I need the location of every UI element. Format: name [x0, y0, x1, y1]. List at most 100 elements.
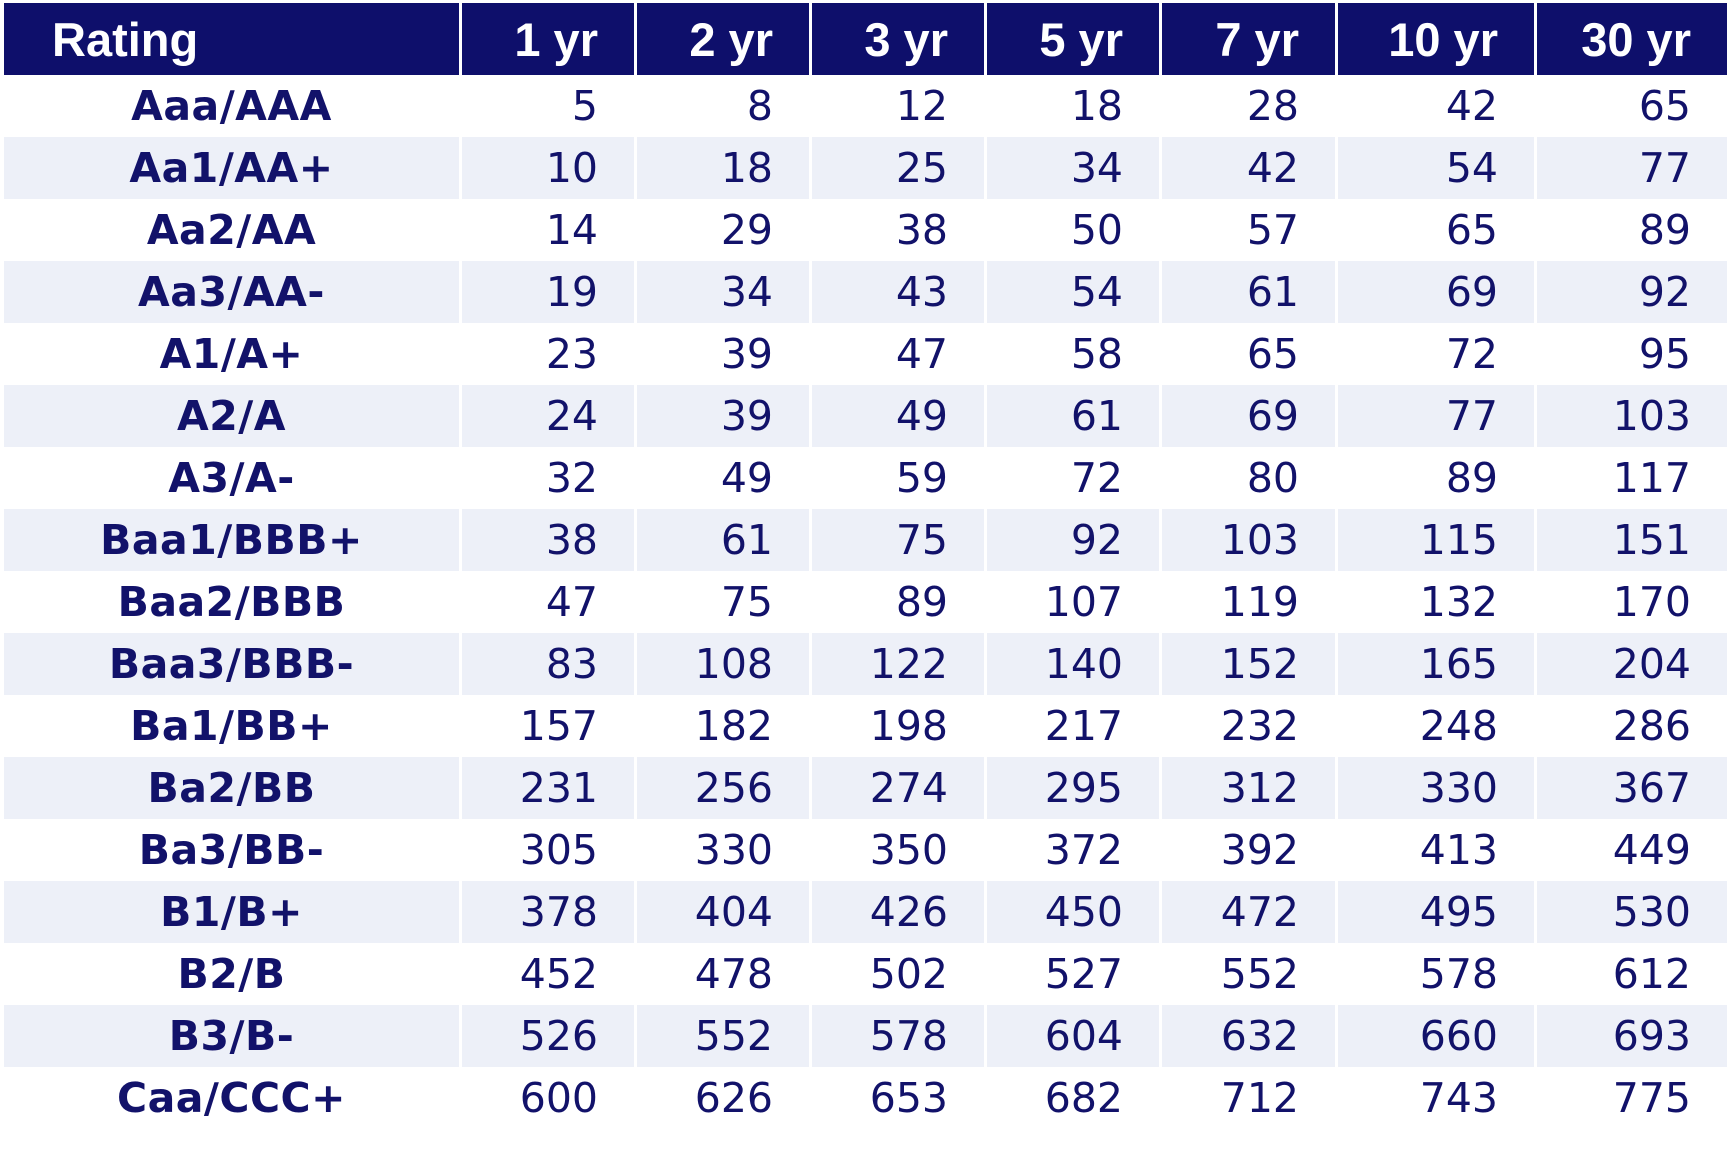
spread-value-cell: 61 [987, 385, 1162, 447]
spread-value-cell: 604 [987, 1005, 1162, 1067]
spread-value-cell: 392 [1162, 819, 1338, 881]
spread-value-cell: 80 [1162, 447, 1338, 509]
spread-value-cell: 32 [462, 447, 637, 509]
table-row: A3/A- 32 49 59 72 80 89 117 [4, 447, 1727, 509]
spread-value-cell: 248 [1338, 695, 1537, 757]
spread-value-cell: 72 [987, 447, 1162, 509]
rating-cell: B1/B+ [4, 881, 462, 943]
rating-cell: Aaa/AAA [4, 75, 462, 137]
spread-value-cell: 47 [462, 571, 637, 633]
rating-cell: Baa2/BBB [4, 571, 462, 633]
spread-value-cell: 75 [637, 571, 812, 633]
spread-value-cell: 61 [637, 509, 812, 571]
column-header-10yr: 10 yr [1338, 3, 1537, 75]
spread-value-cell: 449 [1537, 819, 1727, 881]
spread-value-cell: 39 [637, 323, 812, 385]
rating-cell: Aa3/AA- [4, 261, 462, 323]
spread-value-cell: 103 [1162, 509, 1338, 571]
table-row: Ba2/BB 231 256 274 295 312 330 367 [4, 757, 1727, 819]
table-row: Aa1/AA+ 10 18 25 34 42 54 77 [4, 137, 1727, 199]
table-row: Ba1/BB+ 157 182 198 217 232 248 286 [4, 695, 1727, 757]
spread-value-cell: 54 [987, 261, 1162, 323]
table-row: Aaa/AAA 5 8 12 18 28 42 65 [4, 75, 1727, 137]
spread-value-cell: 552 [1162, 943, 1338, 1005]
spread-value-cell: 312 [1162, 757, 1338, 819]
spread-value-cell: 34 [987, 137, 1162, 199]
spread-value-cell: 8 [637, 75, 812, 137]
spread-value-cell: 404 [637, 881, 812, 943]
spread-value-cell: 256 [637, 757, 812, 819]
spread-value-cell: 115 [1338, 509, 1537, 571]
spread-value-cell: 140 [987, 633, 1162, 695]
rating-cell: B2/B [4, 943, 462, 1005]
spread-value-cell: 502 [812, 943, 987, 1005]
spread-value-cell: 39 [637, 385, 812, 447]
spread-value-cell: 61 [1162, 261, 1338, 323]
table-row: Baa2/BBB 47 75 89 107 119 132 170 [4, 571, 1727, 633]
spread-value-cell: 350 [812, 819, 987, 881]
spread-value-cell: 19 [462, 261, 637, 323]
table-row: B3/B- 526 552 578 604 632 660 693 [4, 1005, 1727, 1067]
spread-value-cell: 182 [637, 695, 812, 757]
spread-value-cell: 151 [1537, 509, 1727, 571]
spread-value-cell: 170 [1537, 571, 1727, 633]
spread-value-cell: 330 [637, 819, 812, 881]
spread-value-cell: 5 [462, 75, 637, 137]
spread-value-cell: 478 [637, 943, 812, 1005]
spread-value-cell: 54 [1338, 137, 1537, 199]
spread-value-cell: 530 [1537, 881, 1727, 943]
spread-value-cell: 92 [1537, 261, 1727, 323]
rating-cell: A1/A+ [4, 323, 462, 385]
column-header-7yr: 7 yr [1162, 3, 1338, 75]
spread-value-cell: 204 [1537, 633, 1727, 695]
spread-value-cell: 47 [812, 323, 987, 385]
rating-cell: A3/A- [4, 447, 462, 509]
rating-cell: Ba2/BB [4, 757, 462, 819]
spread-value-cell: 330 [1338, 757, 1537, 819]
table-row: Aa2/AA 14 29 38 50 57 65 89 [4, 199, 1727, 261]
spread-value-cell: 152 [1162, 633, 1338, 695]
spread-value-cell: 526 [462, 1005, 637, 1067]
spread-value-cell: 117 [1537, 447, 1727, 509]
rating-cell: Aa1/AA+ [4, 137, 462, 199]
column-header-3yr: 3 yr [812, 3, 987, 75]
table-row: A2/A 24 39 49 61 69 77 103 [4, 385, 1727, 447]
spread-value-cell: 12 [812, 75, 987, 137]
spread-value-cell: 25 [812, 137, 987, 199]
spread-value-cell: 50 [987, 199, 1162, 261]
spread-value-cell: 49 [637, 447, 812, 509]
column-header-30yr: 30 yr [1537, 3, 1727, 75]
spread-value-cell: 89 [812, 571, 987, 633]
spread-value-cell: 295 [987, 757, 1162, 819]
table-row: Aa3/AA- 19 34 43 54 61 69 92 [4, 261, 1727, 323]
spread-value-cell: 626 [637, 1067, 812, 1129]
spread-value-cell: 578 [812, 1005, 987, 1067]
spread-value-cell: 38 [462, 509, 637, 571]
spread-value-cell: 274 [812, 757, 987, 819]
spread-value-cell: 775 [1537, 1067, 1727, 1129]
spread-value-cell: 305 [462, 819, 637, 881]
column-header-2yr: 2 yr [637, 3, 812, 75]
rating-cell: Aa2/AA [4, 199, 462, 261]
rating-cell: Baa1/BBB+ [4, 509, 462, 571]
table-header-row: Rating 1 yr 2 yr 3 yr 5 yr 7 yr 10 yr 30… [4, 3, 1727, 75]
spread-value-cell: 157 [462, 695, 637, 757]
spread-value-cell: 367 [1537, 757, 1727, 819]
spread-value-cell: 103 [1537, 385, 1727, 447]
rating-cell: Ba1/BB+ [4, 695, 462, 757]
spread-value-cell: 119 [1162, 571, 1338, 633]
spread-value-cell: 450 [987, 881, 1162, 943]
spread-value-cell: 65 [1162, 323, 1338, 385]
spread-value-cell: 426 [812, 881, 987, 943]
table-row: B1/B+ 378 404 426 450 472 495 530 [4, 881, 1727, 943]
table-row: B2/B 452 478 502 527 552 578 612 [4, 943, 1727, 1005]
spread-value-cell: 23 [462, 323, 637, 385]
spread-value-cell: 58 [987, 323, 1162, 385]
column-header-5yr: 5 yr [987, 3, 1162, 75]
spread-value-cell: 92 [987, 509, 1162, 571]
spread-value-cell: 75 [812, 509, 987, 571]
spread-value-cell: 95 [1537, 323, 1727, 385]
spread-table: Rating 1 yr 2 yr 3 yr 5 yr 7 yr 10 yr 30… [4, 3, 1727, 1129]
rating-cell: Baa3/BBB- [4, 633, 462, 695]
spread-value-cell: 42 [1162, 137, 1338, 199]
